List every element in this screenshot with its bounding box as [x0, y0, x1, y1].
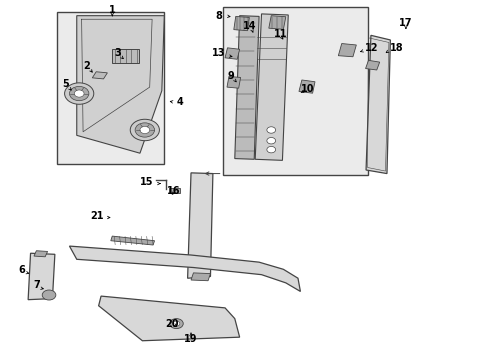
Text: 16: 16 — [166, 186, 180, 197]
Polygon shape — [234, 16, 259, 159]
Circle shape — [266, 127, 275, 133]
Polygon shape — [366, 35, 389, 174]
Text: 12: 12 — [365, 43, 378, 53]
Circle shape — [135, 123, 154, 137]
Text: 2: 2 — [83, 61, 90, 71]
Bar — [222, 7, 368, 175]
Circle shape — [140, 126, 149, 134]
Text: 14: 14 — [242, 21, 256, 31]
Polygon shape — [187, 173, 212, 278]
Text: 7: 7 — [33, 280, 40, 291]
Text: 4: 4 — [176, 97, 183, 107]
Circle shape — [69, 86, 89, 101]
Polygon shape — [365, 60, 379, 70]
Text: 6: 6 — [19, 265, 25, 275]
Circle shape — [130, 119, 159, 141]
Polygon shape — [99, 296, 239, 341]
Polygon shape — [69, 246, 300, 292]
Text: 20: 20 — [164, 319, 178, 329]
Polygon shape — [226, 76, 240, 88]
Text: 3: 3 — [115, 48, 121, 58]
Polygon shape — [255, 14, 287, 160]
Polygon shape — [224, 48, 239, 59]
Text: 11: 11 — [274, 28, 287, 39]
Polygon shape — [111, 236, 154, 245]
Text: 13: 13 — [211, 48, 224, 58]
Circle shape — [169, 319, 183, 329]
Text: 8: 8 — [215, 11, 222, 21]
Circle shape — [74, 90, 84, 97]
Polygon shape — [298, 80, 314, 93]
Polygon shape — [268, 16, 285, 29]
Polygon shape — [28, 253, 55, 300]
Text: 21: 21 — [90, 211, 103, 221]
Circle shape — [64, 83, 94, 104]
Text: 5: 5 — [62, 79, 69, 89]
Text: 17: 17 — [398, 18, 412, 28]
Bar — [169, 188, 180, 193]
Polygon shape — [338, 44, 356, 57]
Bar — [112, 49, 139, 63]
Polygon shape — [191, 273, 210, 281]
Text: 18: 18 — [389, 43, 403, 53]
Circle shape — [266, 147, 275, 153]
Polygon shape — [34, 251, 47, 257]
Circle shape — [42, 290, 56, 300]
Polygon shape — [233, 17, 249, 31]
Circle shape — [266, 138, 275, 144]
Text: 10: 10 — [300, 84, 314, 94]
Polygon shape — [77, 16, 164, 153]
Text: 15: 15 — [140, 177, 153, 187]
Text: 19: 19 — [184, 334, 197, 344]
Circle shape — [173, 321, 180, 326]
Text: 9: 9 — [227, 71, 234, 81]
Polygon shape — [92, 72, 107, 79]
Text: 1: 1 — [109, 5, 115, 15]
Bar — [57, 12, 164, 164]
